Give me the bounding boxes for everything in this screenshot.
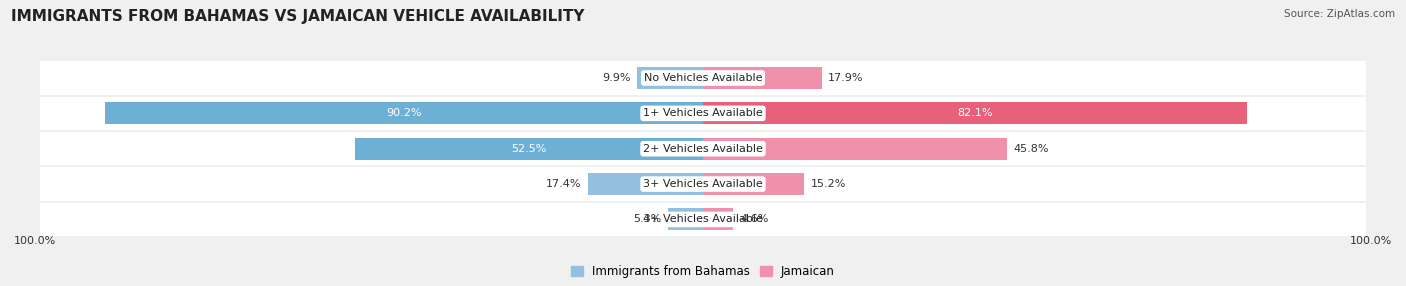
Text: 2+ Vehicles Available: 2+ Vehicles Available [643, 144, 763, 154]
Text: 45.8%: 45.8% [1014, 144, 1049, 154]
Text: 4.6%: 4.6% [740, 214, 769, 225]
Text: Source: ZipAtlas.com: Source: ZipAtlas.com [1284, 9, 1395, 19]
Text: 17.9%: 17.9% [828, 73, 863, 83]
Text: IMMIGRANTS FROM BAHAMAS VS JAMAICAN VEHICLE AVAILABILITY: IMMIGRANTS FROM BAHAMAS VS JAMAICAN VEHI… [11, 9, 585, 23]
Bar [41, 168, 1365, 201]
Text: 90.2%: 90.2% [387, 108, 422, 118]
Text: 4+ Vehicles Available: 4+ Vehicles Available [643, 214, 763, 225]
Text: 82.1%: 82.1% [957, 108, 993, 118]
Bar [703, 102, 1247, 124]
Text: 9.9%: 9.9% [602, 73, 631, 83]
Bar [41, 132, 1365, 165]
Bar [637, 67, 703, 89]
Text: 17.4%: 17.4% [546, 179, 581, 189]
Text: 52.5%: 52.5% [512, 144, 547, 154]
Bar [41, 61, 1365, 95]
Text: 100.0%: 100.0% [1350, 236, 1392, 246]
Bar [354, 138, 703, 160]
Text: No Vehicles Available: No Vehicles Available [644, 73, 762, 83]
Text: 1+ Vehicles Available: 1+ Vehicles Available [643, 108, 763, 118]
Text: 3+ Vehicles Available: 3+ Vehicles Available [643, 179, 763, 189]
Bar [41, 97, 1365, 130]
Bar [703, 138, 1007, 160]
Text: 15.2%: 15.2% [810, 179, 846, 189]
Bar [703, 208, 734, 231]
Legend: Immigrants from Bahamas, Jamaican: Immigrants from Bahamas, Jamaican [567, 260, 839, 283]
Text: 5.3%: 5.3% [633, 214, 661, 225]
Bar [703, 173, 804, 195]
Text: 100.0%: 100.0% [14, 236, 56, 246]
Bar [668, 208, 703, 231]
Bar [41, 203, 1365, 236]
Bar [105, 102, 703, 124]
Bar [703, 67, 821, 89]
Bar [588, 173, 703, 195]
